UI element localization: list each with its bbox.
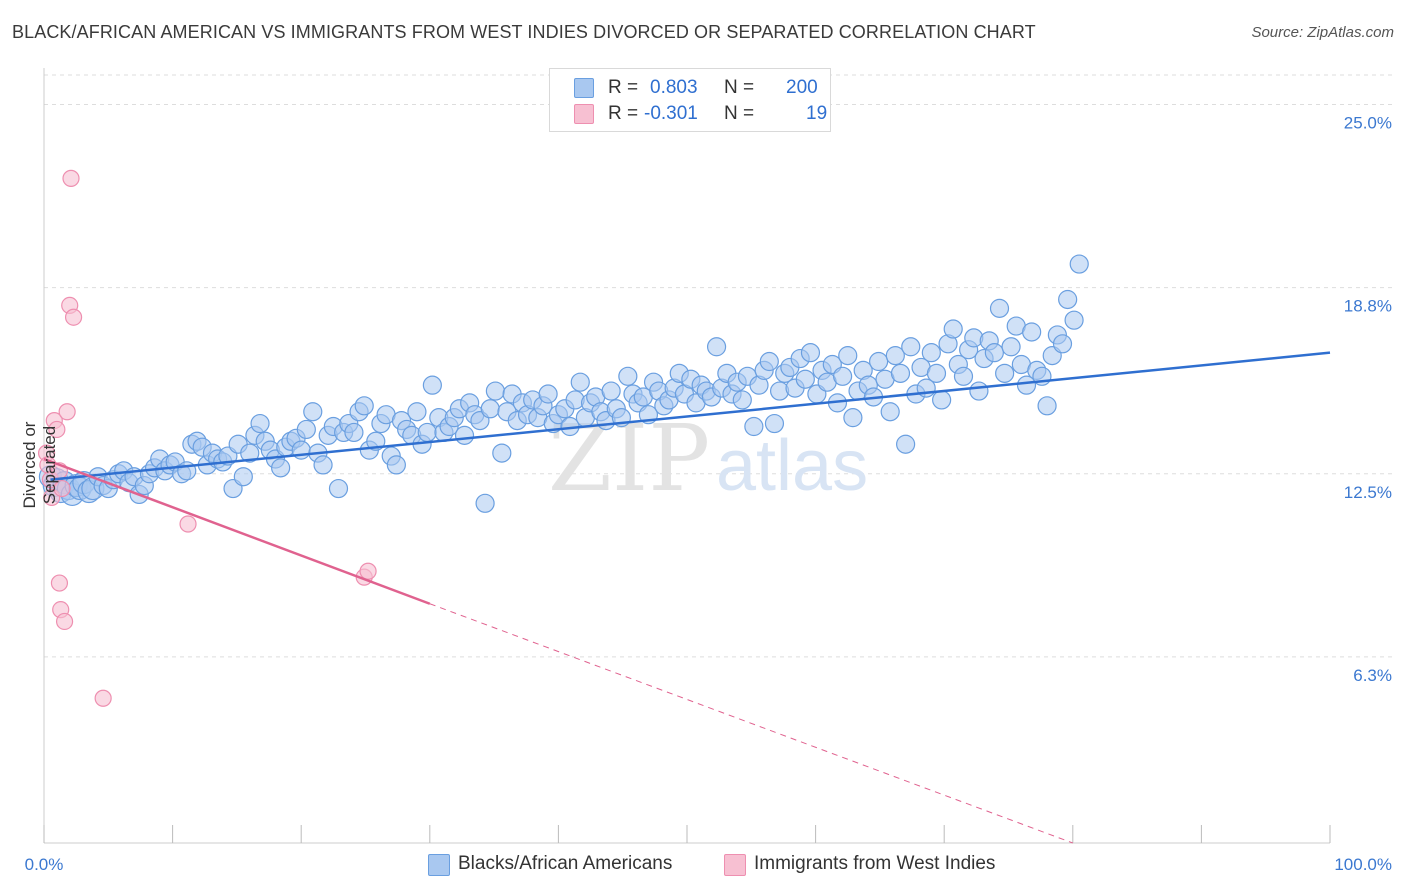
legend-n-label: N =	[724, 103, 755, 124]
y-axis-label: Divorced or Separated	[20, 421, 59, 509]
data-point-blacks	[984, 343, 1004, 363]
legend-swatch-pink	[574, 104, 594, 124]
x-tick-label-max: 100.0%	[1334, 855, 1392, 874]
data-point-west-indies	[179, 515, 197, 533]
data-point-west-indies	[53, 479, 71, 498]
y-tick-label: 25.0%	[1344, 114, 1392, 133]
bottom-legend-swatch-blue	[428, 854, 450, 876]
legend-n-label: N =	[724, 77, 755, 98]
data-point-blacks	[885, 346, 905, 366]
data-point-blacks	[1001, 337, 1021, 357]
data-point-blacks	[969, 381, 989, 401]
data-point-blacks	[995, 363, 1015, 383]
watermark: ZIP atlas	[548, 405, 868, 512]
legend-n-value: 19	[806, 103, 828, 124]
data-point-blacks	[344, 422, 364, 443]
bottom-legend-label: Blacks/African Americans	[458, 853, 673, 874]
data-point-blacks	[1069, 254, 1089, 274]
source-label: Source: ZipAtlas.com	[1251, 24, 1394, 41]
data-point-blacks	[233, 467, 253, 487]
data-point-blacks	[1052, 334, 1073, 354]
y-tick-label: 6.3%	[1353, 666, 1392, 685]
data-point-blacks	[921, 343, 941, 363]
data-point-blacks	[538, 384, 558, 404]
y-tick-label: 18.8%	[1344, 297, 1392, 316]
legend-r-value: 0.803	[650, 77, 698, 98]
data-point-blacks	[869, 351, 889, 372]
data-point-west-indies	[55, 612, 74, 631]
data-point-blacks	[407, 402, 427, 422]
data-point-blacks	[601, 381, 621, 401]
data-point-blacks	[926, 363, 947, 383]
data-point-west-indies	[359, 562, 377, 580]
watermark-atlas: atlas	[716, 426, 868, 506]
data-point-blacks	[943, 319, 963, 339]
data-point-blacks	[1016, 375, 1037, 395]
data-point-blacks	[250, 413, 270, 434]
data-point-west-indies	[64, 308, 83, 326]
data-point-blacks	[901, 337, 921, 357]
data-point-blacks	[303, 402, 323, 422]
x-tick-label-min: 0.0%	[25, 855, 64, 874]
trend-line-blacks	[50, 351, 1331, 481]
legend-n-value: 200	[786, 77, 818, 98]
data-point-blacks	[896, 434, 916, 454]
data-point-blacks	[570, 372, 590, 392]
trend-line-west-indies-extension	[429, 603, 1073, 844]
tick-labels: 6.3% 12.5% 18.8% 25.0% 0.0% 100.0%	[25, 114, 1392, 874]
data-point-blacks	[475, 493, 495, 513]
bottom-legend-swatch-pink	[724, 854, 746, 876]
data-point-blacks	[485, 381, 505, 401]
legend-r-label: R =	[608, 103, 639, 124]
data-point-blacks	[800, 343, 821, 363]
legend-swatch-blue	[574, 78, 594, 98]
data-point-blacks	[989, 298, 1010, 318]
data-point-blacks	[953, 366, 974, 386]
data-point-blacks	[386, 455, 406, 475]
data-point-blacks	[880, 402, 900, 422]
series-blacks-points	[38, 254, 1089, 513]
data-point-blacks	[271, 458, 291, 478]
data-point-blacks	[764, 413, 785, 434]
data-point-blacks	[706, 337, 727, 357]
bottom-legend-label: Immigrants from West Indies	[754, 853, 996, 874]
data-point-west-indies	[94, 689, 112, 707]
legend-r-value: -0.301	[644, 103, 698, 124]
data-point-blacks	[759, 351, 779, 372]
data-point-blacks	[843, 408, 863, 428]
data-point-blacks	[1058, 289, 1078, 310]
data-point-blacks	[1064, 310, 1084, 330]
data-point-blacks	[313, 455, 333, 475]
data-point-blacks	[1037, 396, 1057, 416]
legend-r-label: R =	[608, 77, 639, 98]
data-point-blacks	[833, 366, 853, 386]
data-point-blacks	[618, 366, 638, 386]
correlation-legend: R = 0.803 N = 200 R = -0.301 N = 19	[549, 68, 831, 132]
data-point-blacks	[1022, 322, 1042, 342]
data-point-blacks	[744, 416, 764, 437]
data-point-blacks	[296, 419, 316, 440]
trend-lines	[43, 351, 1331, 844]
data-point-blacks	[795, 369, 815, 389]
data-point-blacks	[417, 422, 437, 443]
data-point-blacks	[890, 363, 911, 383]
data-point-west-indies	[58, 403, 76, 421]
data-point-blacks	[492, 443, 512, 463]
data-point-blacks	[454, 425, 475, 445]
data-point-blacks	[480, 399, 500, 419]
data-point-west-indies	[48, 420, 66, 439]
data-point-west-indies	[62, 169, 80, 187]
data-point-blacks	[422, 375, 442, 395]
data-point-blacks	[838, 346, 858, 366]
data-point-blacks	[932, 390, 952, 410]
y-tick-label: 12.5%	[1344, 483, 1392, 502]
data-point-blacks	[240, 443, 260, 463]
data-point-west-indies	[50, 574, 69, 592]
data-point-blacks	[328, 478, 349, 499]
data-point-blacks	[732, 390, 752, 410]
trend-line-west-indies	[43, 457, 431, 605]
chart-title: BLACK/AFRICAN AMERICAN VS IMMIGRANTS FRO…	[12, 22, 1036, 42]
data-point-blacks	[354, 396, 374, 416]
